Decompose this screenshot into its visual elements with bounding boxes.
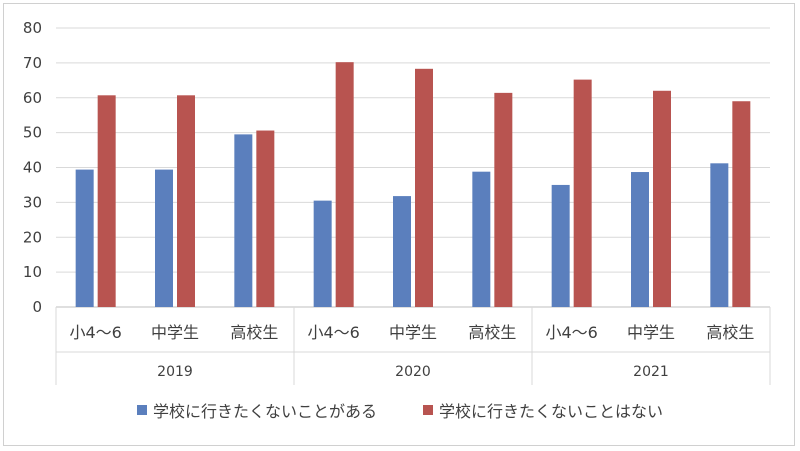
bar-no-reluctance xyxy=(494,92,513,308)
x-category-label: 小4～6 xyxy=(307,323,359,342)
legend-item: 学校に行きたくないことはない xyxy=(423,398,663,422)
legend-swatch xyxy=(423,405,433,415)
bar-no-reluctance xyxy=(573,79,592,308)
y-tick-label: 0 xyxy=(32,298,42,316)
bar-has-reluctance xyxy=(234,134,253,307)
legend-item: 学校に行きたくないことがある xyxy=(136,398,377,422)
x-group-label: 2020 xyxy=(395,364,431,380)
x-group-label: 2019 xyxy=(157,364,193,380)
bar-has-reluctance xyxy=(155,169,173,307)
x-category-label: 中学生 xyxy=(151,323,199,342)
x-category-label: 中学生 xyxy=(389,323,437,342)
x-category-label: 中学生 xyxy=(627,323,675,342)
bar-has-reluctance xyxy=(631,172,649,307)
x-category-label: 高校生 xyxy=(468,323,516,342)
y-tick-label: 50 xyxy=(23,124,42,142)
y-tick-label: 40 xyxy=(23,159,42,177)
y-axis-ticks: 0 10 20 30 40 50 60 70 80 xyxy=(23,19,42,316)
bar-no-reluctance xyxy=(97,95,116,307)
y-tick-label: 60 xyxy=(23,89,42,107)
bar-no-reluctance xyxy=(732,101,751,307)
legend-swatch xyxy=(136,405,147,415)
bar-no-reluctance xyxy=(653,90,671,308)
y-tick-label: 80 xyxy=(23,19,42,37)
y-tick-label: 30 xyxy=(23,193,42,211)
gridlines xyxy=(56,27,770,308)
y-tick-label: 70 xyxy=(23,54,42,72)
bar-has-reluctance xyxy=(472,171,491,307)
bar-has-reluctance xyxy=(75,169,94,307)
y-tick-label: 10 xyxy=(23,263,42,281)
legend-label: 学校に行きたくないことがある xyxy=(152,402,377,421)
bar-has-reluctance xyxy=(551,184,570,307)
x-category-label: 小4～6 xyxy=(69,323,121,342)
bar-has-reluctance xyxy=(313,200,332,307)
bar-no-reluctance xyxy=(256,130,275,307)
legend: 学校に行きたくないことがある 学校に行きたくないことはない xyxy=(0,398,800,422)
bar-has-reluctance xyxy=(393,196,411,307)
x-category-label: 小4～6 xyxy=(545,323,597,342)
bar-has-reluctance xyxy=(710,163,729,307)
legend-label: 学校に行きたくないことはない xyxy=(439,402,664,421)
x-category-label: 高校生 xyxy=(230,323,278,342)
y-tick-label: 20 xyxy=(23,228,42,246)
x-category-label: 高校生 xyxy=(706,323,754,342)
bar-no-reluctance xyxy=(335,62,354,307)
x-axis: 小4～6 中学生 高校生 小4～6 中学生 高校生 小4～6 中学生 高校生 2019 2020 20… xyxy=(55,307,771,385)
x-group-label: 2021 xyxy=(633,364,669,380)
bar-no-reluctance xyxy=(415,68,433,308)
bar-no-reluctance xyxy=(177,95,195,307)
bars xyxy=(75,62,751,308)
